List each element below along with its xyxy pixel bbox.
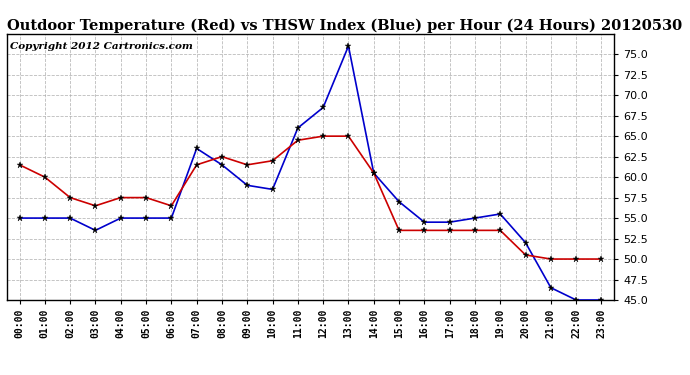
Text: Outdoor Temperature (Red) vs THSW Index (Blue) per Hour (24 Hours) 20120530: Outdoor Temperature (Red) vs THSW Index … — [7, 18, 682, 33]
Text: Copyright 2012 Cartronics.com: Copyright 2012 Cartronics.com — [10, 42, 193, 51]
